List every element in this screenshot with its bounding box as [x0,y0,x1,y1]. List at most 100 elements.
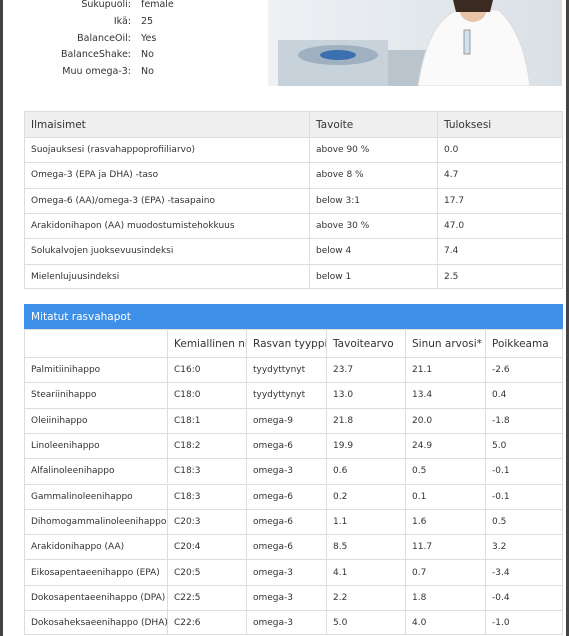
header-cell: Tuloksesi [437,112,562,137]
cell: Dokosaheksaeenihappo (DHA) [31,618,167,629]
cell: above 30 % [309,213,437,239]
cell: 0.6 [326,459,405,484]
cell: 0.0 [437,138,562,163]
header-cell: Tavoitearvo [326,330,405,357]
header-cell [25,330,167,357]
cell: -0.1 [485,459,562,484]
table-row: Eikosapentaeenihappo (EPA) C20:5 omega-3 4.… [25,559,562,585]
cell: Mielenlujuusindeksi [31,271,120,282]
cell: 0.2 [326,484,405,509]
cell: Linoleenihappo [31,441,100,452]
cell: 13.4 [405,383,485,408]
cell: 5.0 [485,433,562,459]
cell: Alfalinoleenihappo [31,466,115,477]
cell: 4.7 [437,163,562,188]
cell: below 1 [309,264,437,289]
cell: 13.0 [326,383,405,408]
cell: C22:5 [167,585,246,610]
cell: tyydyttynyt [246,383,326,408]
cell: 5.0 [326,611,405,636]
header-cell: Poikkeama [485,330,562,357]
cell: omega-3 [246,459,326,484]
cell: -0.1 [485,484,562,509]
cell: 2.2 [326,585,405,610]
cell: C18:3 [167,459,246,484]
cell: -2.6 [485,358,562,383]
cell: 20.0 [405,408,485,433]
cell: omega-6 [246,484,326,509]
cell: below 3:1 [309,188,437,213]
cell: 24.9 [405,433,485,459]
cell: C18:3 [167,484,246,509]
cell: Eikosapentaeenihappo (EPA) [31,567,160,578]
cell: C18:2 [167,433,246,459]
cell: C22:6 [167,611,246,636]
profile-label: Muu omega-3: [62,66,131,78]
cell: C18:1 [167,408,246,433]
cell: -1.8 [485,408,562,433]
cell: 7.4 [437,239,562,264]
cell: omega-9 [246,408,326,433]
cell: Dihomogammalinoleenihappo [31,516,167,527]
cell: 47.0 [437,213,562,239]
cell: omega-3 [246,560,326,585]
header-cell: Rasvan tyyppi [246,330,326,357]
cell: -3.4 [485,560,562,585]
table-title: Mitatut rasvahapot [24,304,563,329]
cell: 21.1 [405,358,485,383]
table-row: Oleiinihappo C18:1 omega-9 21.8 20.0 -1.8 [25,407,562,433]
right-border [566,0,569,636]
cell: -1.0 [485,611,562,636]
cell: 1.1 [326,509,405,535]
fatty-acids-table: Mitatut rasvahapot Kemiallinen ni Rasvan t… [24,304,563,636]
cell: Solukalvojen juoksevuusindeksi [31,246,174,257]
cell: omega-3 [246,611,326,636]
cell: Arakidonihapon (AA) muodostumistehokkuus [31,221,235,232]
cell: 0.5 [405,459,485,484]
cell: Palmitiinihappo [31,365,101,376]
lab-photo [268,0,562,86]
cell: below 4 [309,239,437,264]
cell: 11.7 [405,535,485,560]
indicators-table: Ilmaisimet Tavoite Tuloksesi Suojauksesi (r… [24,111,563,289]
header-cell: Ilmaisimet [31,118,86,131]
profile-value: Yes [141,32,157,44]
cell: C16:0 [167,358,246,383]
cell: 8.5 [326,535,405,560]
cell: tyydyttynyt [246,358,326,383]
cell: Suojauksesi (rasvahappoprofiiliarvo) [31,145,195,156]
cell: 23.7 [326,358,405,383]
profile-value: No [141,49,154,61]
profile-label: Ikä: [113,15,131,27]
cell: Omega-6 (AA)/omega-3 (EPA) -tasapaino [31,195,215,206]
cell: 0.1 [405,484,485,509]
table-row: Dokosaheksaeenihappo (DHA) C22:6 omega-3 5.… [25,610,562,636]
cell: omega-6 [246,509,326,535]
cell: 19.9 [326,433,405,459]
cell: 0.5 [485,509,562,535]
cell: 1.6 [405,509,485,535]
cell: 3.2 [485,535,562,560]
profile-value: No [141,66,154,78]
profile-value: 25 [141,15,154,27]
table-row: Suojauksesi (rasvahappoprofiiliarvo) abov… [25,137,562,163]
table-row: Gammalinoleenihappo C18:3 omega-6 0.2 0.1 -0.… [25,483,562,509]
table-row: Arakidonihapon (AA) muodostumistehokkuus… [25,212,562,239]
table-row: Omega-3 (EPA ja DHA) -taso above 8 % 4.7 [25,162,562,188]
cell: C20:5 [167,560,246,585]
profile-label: Sukupuoli: [81,0,131,10]
cell: above 8 % [309,163,437,188]
cell: C20:3 [167,509,246,535]
cell: 0.7 [405,560,485,585]
table-row: Dihomogammalinoleenihappo C20:3 omega-6 1.1… [25,508,562,535]
profile-value: female [141,0,174,10]
cell: Arakidonihappo (AA) [31,542,125,553]
cell: -0.4 [485,585,562,610]
profile-label: BalanceShake: [61,49,131,61]
table-row: Palmitiinihappo C16:0 tyydyttynyt 23.7 21.1-… [25,357,562,383]
cell: Gammalinoleenihappo [31,491,133,502]
cell: 4.1 [326,560,405,585]
header-cell: Kemiallinen ni [167,330,246,357]
table-row: Solukalvojen juoksevuusindeksi below 4 7.4 [25,238,562,264]
